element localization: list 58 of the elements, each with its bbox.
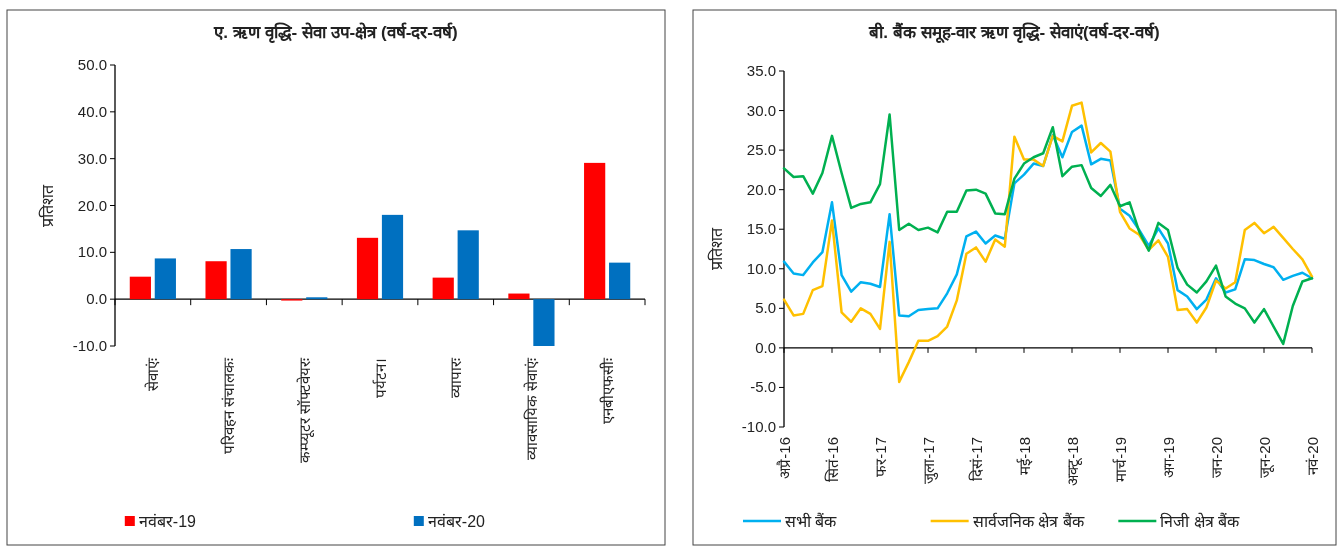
- y-tick-label: 40.0: [77, 102, 107, 120]
- legend-label: नवंबर-19: [138, 513, 197, 530]
- x-tick-label: एनबीएफसीः: [598, 357, 616, 424]
- y-tick-label: 0.0: [755, 338, 776, 356]
- x-tick-label: जन-20: [1207, 437, 1225, 478]
- x-tick-label: पर्यटन।: [371, 358, 389, 398]
- x-tick-label: दिसं-17: [967, 437, 985, 481]
- y-tick-label: 35.0: [746, 62, 776, 79]
- x-tick-label: अक्टू-18: [1063, 437, 1083, 486]
- bar: [533, 299, 555, 346]
- x-tick-label: कम्प्यूटर सॉफ्टवेयरः: [295, 357, 315, 464]
- x-tick-label: परिवहन संचालकः: [220, 357, 238, 455]
- y-tick-label: 15.0: [746, 220, 776, 238]
- y-tick-label: 0.0: [86, 290, 107, 308]
- y-axis-title: प्रतिशत: [707, 227, 725, 270]
- chart-title: बी. बैंक समूह-वार ऋण वृद्धि- सेवाएं(वर्ष-दर-वर्ष): [868, 22, 1160, 44]
- x-tick-label: फर-17: [871, 437, 889, 477]
- y-tick-label: 5.0: [755, 299, 776, 317]
- bar: [205, 261, 227, 300]
- y-tick-label: -10.0: [741, 418, 776, 435]
- y-tick-label: 20.0: [77, 196, 107, 214]
- x-tick-label: व्यापारः: [447, 357, 465, 398]
- y-tick-label: 20.0: [746, 180, 776, 198]
- legend-label: सभी बैंक: [785, 512, 838, 530]
- legend-label: निजी क्षेत्र बैंक: [1160, 512, 1241, 530]
- y-tick-label: 25.0: [746, 141, 776, 159]
- y-tick-label: 50.0: [77, 56, 107, 73]
- y-tick-label: 30.0: [746, 101, 776, 119]
- x-tick-label: मई-18: [1015, 437, 1033, 475]
- x-tick-label: सेवाएंः: [144, 357, 162, 391]
- bar: [432, 277, 454, 300]
- bar: [356, 237, 379, 300]
- bar: [508, 293, 530, 300]
- bar: [584, 162, 606, 300]
- x-tick-label: व्यावसायिक सेवाएंः: [522, 357, 540, 461]
- y-tick-label: 30.0: [77, 149, 107, 167]
- x-tick-label: जुला-17: [919, 437, 939, 484]
- y-tick-label: -10.0: [72, 337, 107, 354]
- x-tick-label: सितं-16: [823, 437, 841, 482]
- y-axis-title: प्रतिशत: [38, 183, 56, 227]
- legend-label: नवंबर-20: [427, 513, 486, 530]
- bar: [381, 214, 404, 300]
- y-tick-label: 10.0: [746, 259, 776, 277]
- legend-label: सार्वजनिक क्षेत्र बैंक: [972, 512, 1085, 530]
- bar: [154, 258, 176, 300]
- chart-title: ए. ऋण वृद्धि- सेवा उप-क्षेत्र (वर्ष-दर-वर्ष): [213, 22, 458, 43]
- x-tick-label: अप्रै-16: [775, 437, 793, 479]
- bar: [609, 262, 631, 300]
- x-tick-label: मार्च-19: [1111, 437, 1129, 482]
- y-tick-label: -5.0: [750, 378, 776, 396]
- x-tick-label: नवं-20: [1303, 437, 1321, 475]
- line-series: [782, 101, 1314, 384]
- x-tick-label: अग-19: [1159, 437, 1177, 478]
- bar: [129, 276, 151, 300]
- y-tick-label: 10.0: [77, 243, 107, 261]
- bar: [230, 249, 252, 300]
- x-tick-label: जून-20: [1255, 437, 1275, 478]
- bar: [457, 230, 479, 300]
